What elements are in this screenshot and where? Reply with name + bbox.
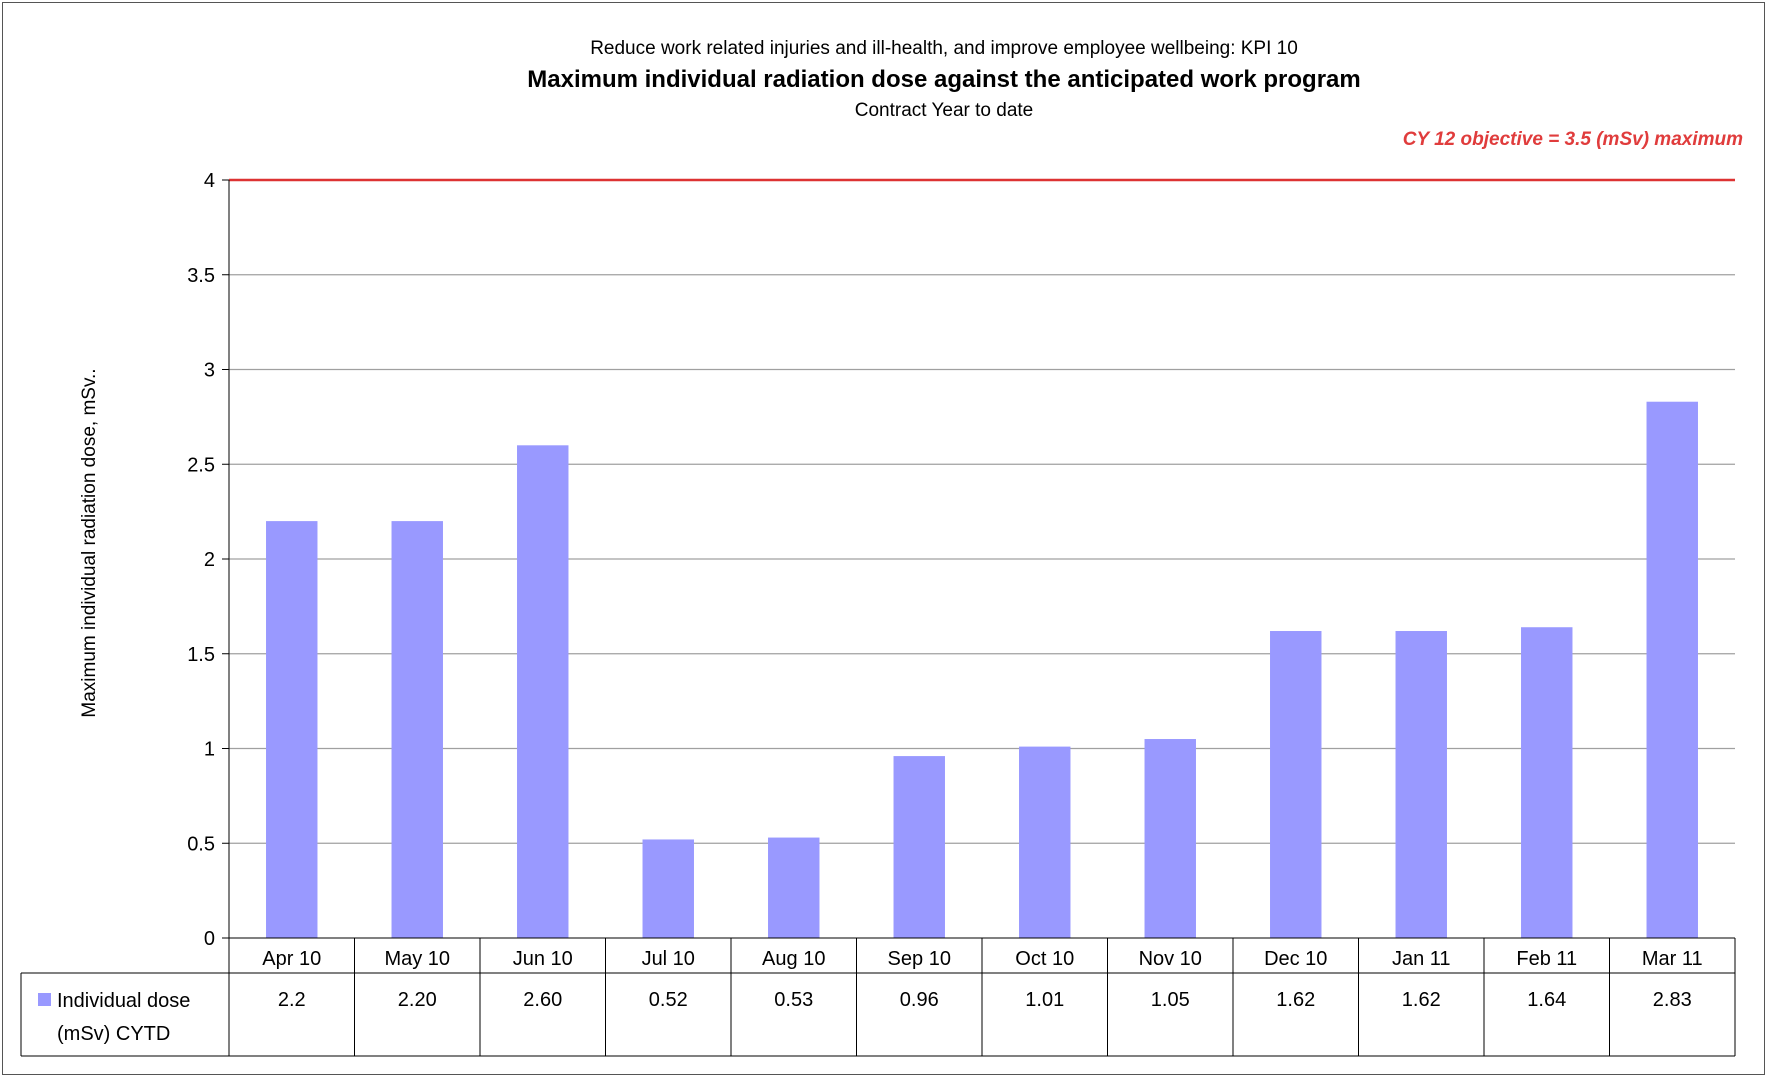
- data-label: 1.01: [1025, 989, 1064, 1011]
- bar-jun-10: [517, 445, 569, 938]
- bar-aug-10: [768, 837, 820, 938]
- bar-sep-10: [893, 756, 945, 938]
- data-label: 1.62: [1276, 989, 1315, 1011]
- x-tick-label: Dec 10: [1264, 948, 1327, 970]
- data-label: 0.96: [900, 989, 939, 1011]
- legend-label: Individual dose: [57, 990, 190, 1012]
- x-tick-label: Oct 10: [1015, 948, 1074, 970]
- data-label: 1.05: [1151, 989, 1190, 1011]
- objective-label: CY 12 objective = 3.5 (mSv) maximum: [1403, 129, 1743, 150]
- bar-oct-10: [1019, 746, 1071, 938]
- y-axis-label: Maximum individual radiation dose, mSv..: [79, 368, 100, 717]
- y-tick-label: 4: [204, 170, 215, 192]
- y-tick-label: 2: [204, 549, 215, 571]
- data-label: 1.62: [1402, 989, 1441, 1011]
- bar-dec-10: [1270, 631, 1322, 938]
- x-tick-label: Nov 10: [1139, 948, 1202, 970]
- y-tick-label: 3: [204, 360, 215, 382]
- y-tick-label: 0: [204, 928, 215, 950]
- chart-title: Maximum individual radiation dose agains…: [527, 66, 1360, 93]
- data-label: 0.52: [649, 989, 688, 1011]
- bar-feb-11: [1521, 627, 1573, 938]
- axes: 0 0.5 1 1.5 2 2.5 3 3.5 4: [187, 170, 1735, 950]
- x-tick-label: Jun 10: [513, 948, 573, 970]
- data-label: 2.2: [278, 989, 306, 1011]
- bar-nov-10: [1144, 739, 1196, 938]
- data-label: 2.60: [523, 989, 562, 1011]
- bar-jul-10: [642, 839, 694, 938]
- y-tick-label: 1: [204, 739, 215, 761]
- bars: [266, 401, 1698, 939]
- data-label: 0.53: [774, 989, 813, 1011]
- data-label: 1.64: [1527, 989, 1566, 1011]
- data-table: Apr 10 2.2 May 10 2.20 Jun 10 2.60 Jul 10 0.52 A…: [20, 938, 1736, 1057]
- bar-may-10: [391, 521, 443, 938]
- y-tick-label: 1.5: [187, 644, 215, 666]
- grid-lines: [229, 274, 1735, 844]
- x-tick-label: May 10: [384, 948, 450, 970]
- x-tick-label: Apr 10: [262, 948, 321, 970]
- x-tick-label: Aug 10: [762, 948, 825, 970]
- y-tick-label: 0.5: [187, 833, 215, 855]
- x-tick-label: Sep 10: [888, 948, 951, 970]
- legend-label: (mSv) CYTD: [57, 1023, 170, 1045]
- kpi-line: Reduce work related injuries and ill-hea…: [590, 38, 1298, 59]
- y-tick-label: 2.5: [187, 454, 215, 476]
- y-tick-label: 3.5: [187, 265, 215, 287]
- bar-mar-11: [1646, 401, 1698, 939]
- bar-apr-10: [266, 521, 318, 938]
- x-tick-label: Jul 10: [642, 948, 695, 970]
- x-tick-label: Feb 11: [1516, 948, 1577, 970]
- x-tick-label: Jan 11: [1392, 948, 1451, 970]
- chart-subtitle: Contract Year to date: [855, 100, 1034, 121]
- data-label: 2.83: [1653, 989, 1692, 1011]
- legend-swatch: [38, 993, 51, 1006]
- bar-jan-11: [1395, 631, 1447, 938]
- data-label: 2.20: [398, 989, 437, 1011]
- chart-svg: Reduce work related injuries and ill-hea…: [20, 38, 1743, 1057]
- x-tick-label: Mar 11: [1642, 948, 1703, 970]
